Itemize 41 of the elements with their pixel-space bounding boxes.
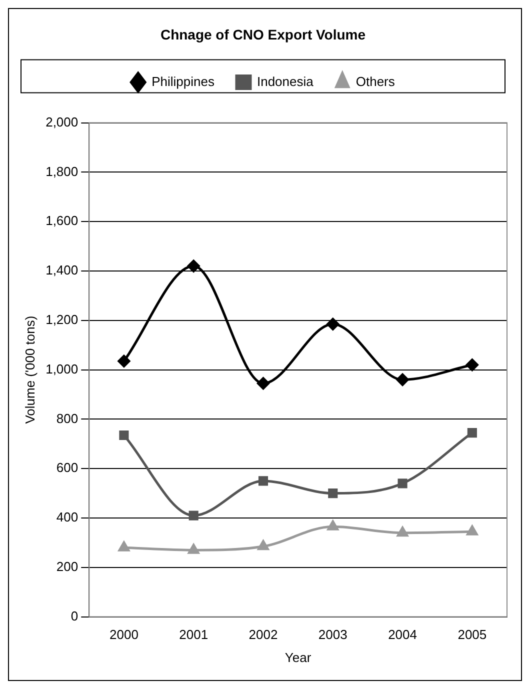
chart-title: Chnage of CNO Export Volume	[160, 26, 366, 42]
point	[258, 476, 268, 486]
point	[327, 520, 338, 530]
legend-label: Philippines	[152, 74, 215, 89]
point	[258, 540, 269, 550]
y-tick-label: 1,400	[46, 262, 78, 278]
point	[328, 488, 338, 498]
point	[396, 526, 408, 537]
point	[119, 430, 129, 440]
y-tick-label: 1,800	[46, 164, 78, 179]
point	[466, 525, 478, 536]
point	[188, 510, 198, 520]
y-tick-label: 2,000	[46, 114, 78, 130]
point	[396, 373, 409, 386]
point	[256, 377, 270, 390]
x-tick-label: 2003	[318, 627, 348, 642]
y-tick-label: 200	[56, 558, 78, 574]
point	[466, 358, 478, 372]
legend-label: Indonesia	[256, 74, 314, 89]
y-axis-title: Volume ('000 tons)	[22, 316, 38, 424]
point	[467, 428, 477, 438]
x-tick-label: 2001	[179, 627, 208, 642]
y-tick-label: 1,200	[46, 312, 78, 327]
y-tick-label: 0	[70, 608, 78, 624]
x-tick-label: 2000	[109, 627, 138, 642]
y-tick-label: 400	[56, 510, 78, 525]
y-tick-label: 800	[56, 410, 78, 426]
point	[188, 544, 200, 554]
point	[118, 541, 130, 552]
y-tick-label: 1,000	[46, 361, 78, 376]
point	[187, 260, 200, 272]
point	[118, 354, 130, 368]
x-tick-label: 2005	[458, 627, 487, 642]
point	[398, 478, 408, 488]
y-tick-label: 1,600	[46, 213, 78, 228]
x-axis-title: Year	[284, 650, 312, 665]
legend-label: Others	[356, 74, 396, 89]
x-tick-label: 2004	[388, 627, 417, 642]
x-tick-label: 2002	[248, 627, 278, 642]
point	[326, 318, 340, 330]
y-tick-label: 600	[56, 460, 78, 476]
